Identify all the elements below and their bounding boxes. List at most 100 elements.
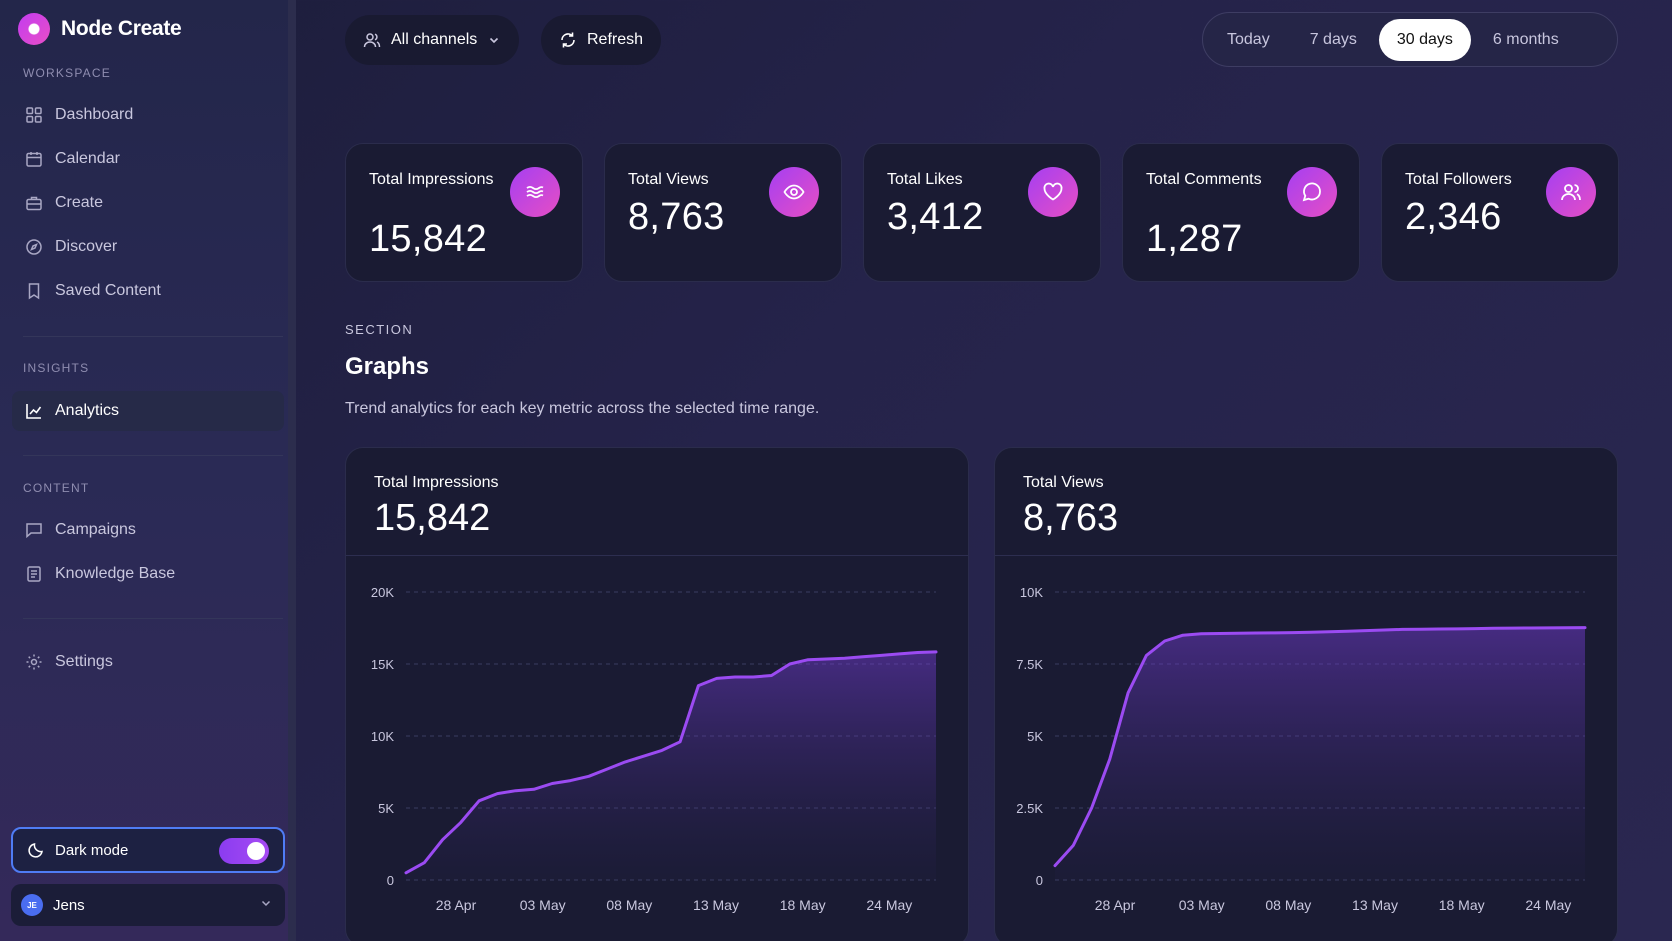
sidebar-item-label: Calendar [55,150,120,167]
kpi-card-followers: Total Followers 2,346 [1381,143,1619,282]
views-chart: 0 2.5K 5K 7.5K 10K 28 Apr 03 May 08 May 13 May 18… [1016,585,1587,913]
users-icon [363,33,381,48]
sidebar-divider [23,336,283,337]
heart-icon [1028,167,1078,217]
chart-divider [346,555,968,556]
x-tick-label: 13 May [1352,897,1398,913]
brand-name: Node Create [61,17,182,40]
range-option-30-days[interactable]: 30 days [1378,18,1471,61]
time-range-selector: Today 7 days 30 days 6 months [1202,12,1618,67]
sidebar-item-discover[interactable]: Discover [12,227,284,267]
series-line [404,650,938,875]
section-description: Trend analytics for each key metric acro… [345,400,820,417]
chart-title: Total Views [1023,474,1104,491]
y-tick-label: 5K [1027,729,1043,744]
kpi-value: 8,763 [628,196,725,238]
kpi-card-impressions: Total Impressions 15,842 [345,143,583,282]
range-option-7-days[interactable]: 7 days [1309,30,1357,48]
kpi-value: 1,287 [1146,218,1243,260]
sidebar-item-campaigns[interactable]: Campaigns [12,510,284,550]
brand-logo-icon [18,13,50,45]
waves-icon [510,167,560,217]
impressions-chart: 0 5K 10K 15K 20K 28 Apr 03 May 08 May 13 May 18 M… [371,585,938,913]
x-tick-label: 28 Apr [1095,897,1136,913]
channels-dropdown[interactable]: All channels [345,15,520,65]
kpi-value: 15,842 [369,218,488,260]
sidebar-divider [23,455,283,456]
bookmark-icon [28,283,40,300]
chart-value: 15,842 [374,497,491,539]
y-tick-label: 10K [371,729,394,744]
chart-value: 8,763 [1023,497,1119,539]
x-tick-label: 24 May [1525,897,1571,913]
briefcase-icon [26,196,42,211]
sidebar-item-knowledge-base[interactable]: Knowledge Base [12,554,284,594]
refresh-label: Refresh [587,31,644,48]
x-tick-label: 03 May [520,897,566,913]
user-menu[interactable]: JE Jens [11,884,285,926]
sidebar-item-settings[interactable]: Settings [12,642,284,682]
sidebar: Node Create WORKSPACE Dashboard Calendar… [0,0,296,941]
kpi-value: 3,412 [887,196,984,238]
chart-card-impressions: Total Impressions 15,842 0 5K 10K 15K 20K 28 … [345,447,969,941]
avatar: JE [21,894,43,916]
x-tick-label: 28 Apr [436,897,477,913]
y-tick-label: 0 [1036,873,1043,888]
sidebar-item-dashboard[interactable]: Dashboard [12,95,284,135]
kpi-label: Total Likes [887,171,963,188]
sidebar-item-label: Knowledge Base [55,565,176,582]
y-tick-label: 15K [371,657,394,672]
sidebar-item-create[interactable]: Create [12,183,284,223]
brand[interactable]: Node Create [18,13,182,45]
x-tick-label: 24 May [866,897,912,913]
y-tick-label: 5K [378,801,394,816]
insights-section-label: INSIGHTS [23,361,90,375]
sidebar-item-label: Saved Content [55,282,161,299]
sidebar-item-label: Dashboard [55,106,134,123]
kpi-value: 2,346 [1405,196,1502,238]
y-tick-label: 10K [1020,585,1043,600]
y-tick-label: 20K [371,585,394,600]
kpi-label: Total Impressions [369,171,494,188]
chat-bubble-icon [1287,167,1337,217]
sidebar-item-label: Analytics [55,402,120,419]
x-tick-label: 08 May [606,897,652,913]
channels-label: All channels [391,31,478,48]
y-tick-label: 7.5K [1016,657,1043,672]
series-line [1053,626,1587,868]
series-area [1055,627,1585,880]
y-tick-label: 2.5K [1016,801,1043,816]
dark-mode-toggle[interactable] [219,838,269,864]
x-tick-label: 18 May [780,897,826,913]
chart-card-views: Total Views 8,763 0 2.5K 5K 7.5K 10K 28 Apr 03… [994,447,1618,941]
kpi-label: Total Views [628,171,709,188]
chart-line-icon [26,404,42,419]
sidebar-item-label: Settings [55,653,113,670]
chart-divider [995,555,1617,556]
range-option-today[interactable]: Today [1227,30,1270,48]
section-kicker: SECTION [345,322,414,337]
sidebar-item-calendar[interactable]: Calendar [12,139,284,179]
grid-icon [26,107,42,123]
kpi-card-likes: Total Likes 3,412 [863,143,1101,282]
refresh-button[interactable]: Refresh [541,15,662,65]
sidebar-item-saved-content[interactable]: Saved Content [12,271,284,311]
range-option-6-months[interactable]: 6 months [1492,30,1559,48]
sidebar-item-label: Create [55,194,104,211]
kpi-label: Total Comments [1146,171,1262,188]
calendar-icon [26,152,42,167]
gear-icon [26,654,42,670]
content-section-label: CONTENT [23,481,90,495]
kpi-card-comments: Total Comments 1,287 [1122,143,1360,282]
x-tick-label: 18 May [1439,897,1485,913]
x-tick-label: 08 May [1265,897,1311,913]
y-tick-label: 0 [387,873,394,888]
series-area [406,651,936,880]
chevron-down-icon [490,37,499,44]
chevron-down-icon [261,900,271,907]
kpi-card-views: Total Views 8,763 [604,143,842,282]
sidebar-item-label: Campaigns [55,521,136,538]
sidebar-item-analytics[interactable]: Analytics [12,391,284,431]
workspace-section-label: WORKSPACE [23,66,111,80]
toggle-knob [247,842,265,860]
